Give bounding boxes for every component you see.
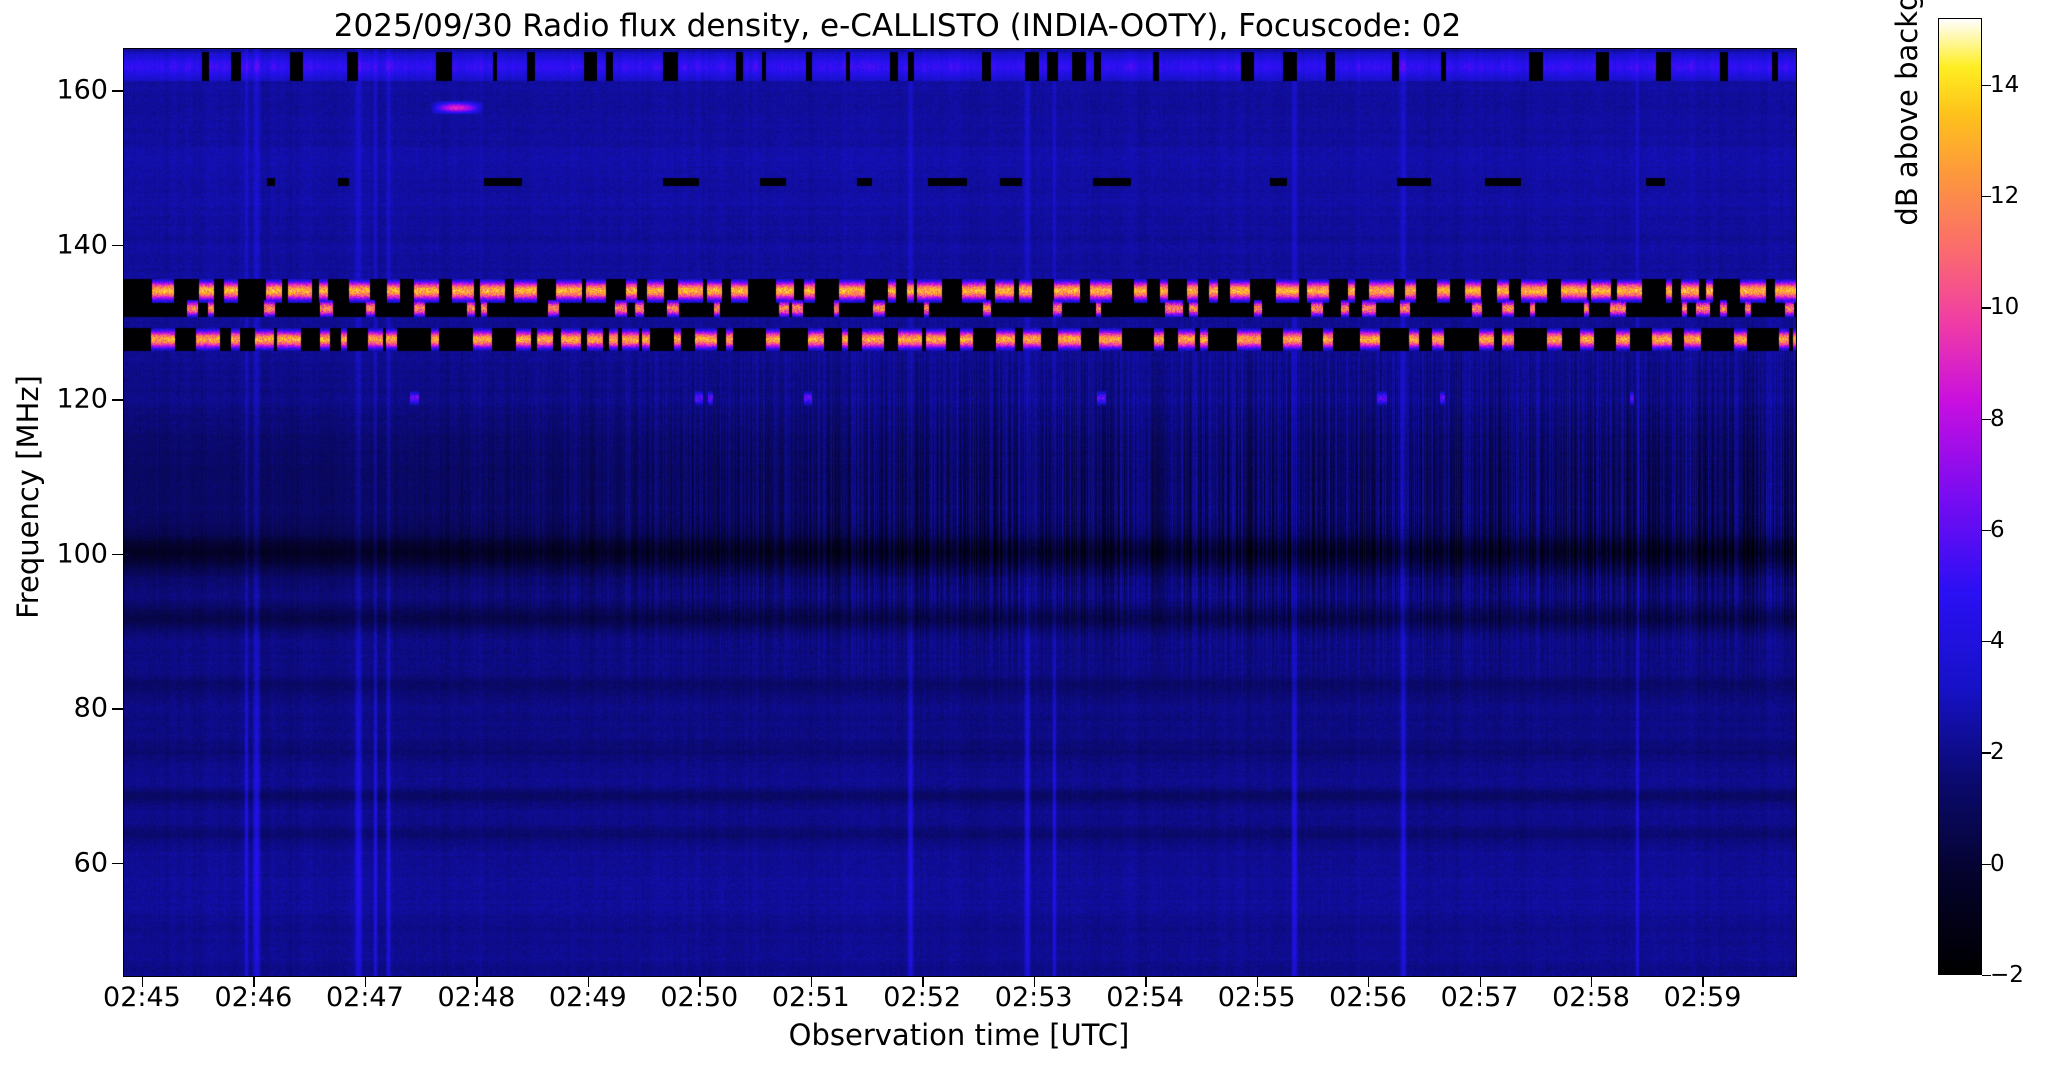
x-tick-mark (810, 976, 813, 987)
spectrogram-canvas[interactable] (124, 49, 1796, 976)
colorbar-tick-mark (1982, 418, 1991, 420)
colorbar-tick-label: 12 (1990, 183, 2020, 210)
x-tick-label: 02:54 (1106, 982, 1185, 1013)
x-tick-mark (476, 976, 478, 987)
x-tick-mark (141, 976, 144, 987)
colorbar-title: dB above background (1890, 0, 1924, 226)
y-tick-mark (112, 708, 123, 710)
y-tick-label: 100 (56, 538, 108, 570)
x-tick-mark (1479, 976, 1481, 987)
x-tick-mark (1256, 976, 1258, 987)
x-axis-title: Observation time [UTC] (788, 1018, 1130, 1052)
x-tick-label: 02:50 (660, 982, 739, 1013)
x-tick-mark (364, 976, 367, 987)
colorbar-tick-label: 14 (1990, 71, 2020, 98)
colorbar-tick-mark (1982, 529, 1991, 532)
colorbar-tick-label: 4 (1990, 628, 2005, 655)
x-tick-label: 02:47 (325, 982, 404, 1013)
colorbar-gradient (1938, 18, 1982, 975)
x-tick-label: 02:52 (883, 982, 962, 1013)
y-tick-mark (112, 244, 123, 247)
colorbar-tick-label: 2 (1990, 739, 2005, 766)
page-title: 2025/09/30 Radio flux density, e-CALLIST… (333, 8, 1462, 44)
x-tick-mark (587, 976, 590, 987)
y-tick-mark (112, 862, 123, 865)
x-tick-label: 02:55 (1217, 982, 1296, 1013)
y-tick-mark (112, 553, 123, 556)
x-tick-label: 02:48 (437, 982, 516, 1013)
plot-area[interactable] (123, 48, 1797, 977)
y-tick-label: 160 (56, 74, 108, 106)
colorbar-tick-mark (1982, 641, 1991, 643)
colorbar-tick-mark (1982, 84, 1991, 87)
y-tick-label: 120 (56, 383, 108, 415)
colorbar-tick-label: −2 (1990, 962, 2024, 988)
x-tick-mark (922, 976, 924, 987)
y-tick-label: 60 (73, 847, 108, 879)
x-tick-mark (1702, 976, 1704, 987)
x-tick-mark (1591, 976, 1593, 987)
x-tick-mark (1145, 976, 1147, 987)
colorbar-tick-mark (1982, 196, 1991, 198)
colorbar-tick-mark (1982, 307, 1991, 309)
x-tick-mark (253, 976, 255, 987)
x-tick-label: 02:59 (1663, 982, 1742, 1013)
colorbar-tick-label: 6 (1990, 516, 2005, 543)
x-tick-label: 02:46 (214, 982, 293, 1013)
y-tick-label: 80 (73, 692, 108, 724)
x-tick-label: 02:57 (1440, 982, 1519, 1013)
colorbar-tick-mark (1982, 752, 1991, 754)
x-tick-label: 02:56 (1329, 982, 1407, 1013)
x-tick-mark (1033, 976, 1036, 987)
y-axis-title: Frequency [MHz] (11, 375, 45, 619)
colorbar-tick-label: 10 (1990, 294, 2020, 321)
x-tick-mark (699, 976, 701, 987)
colorbar: 14 12 10 8 6 4 2 0 −2 (1938, 18, 2024, 988)
x-tick-mark (1368, 976, 1370, 987)
y-tick-mark (112, 399, 123, 401)
y-tick-label: 140 (56, 229, 108, 261)
x-tick-label: 02:53 (994, 982, 1073, 1013)
x-tick-label: 02:51 (771, 982, 850, 1013)
colorbar-tick-label: 0 (1990, 850, 2005, 877)
x-tick-label: 02:45 (103, 982, 181, 1013)
y-tick-mark (112, 90, 123, 92)
x-tick-label: 02:58 (1552, 982, 1630, 1013)
x-tick-label: 02:49 (548, 982, 627, 1013)
y-axis-labels: Frequency [MHz] (0, 0, 108, 1067)
colorbar-tick-mark (1982, 975, 1991, 977)
colorbar-tick-mark (1982, 863, 1991, 866)
colorbar-tick-label: 8 (1990, 405, 2005, 432)
